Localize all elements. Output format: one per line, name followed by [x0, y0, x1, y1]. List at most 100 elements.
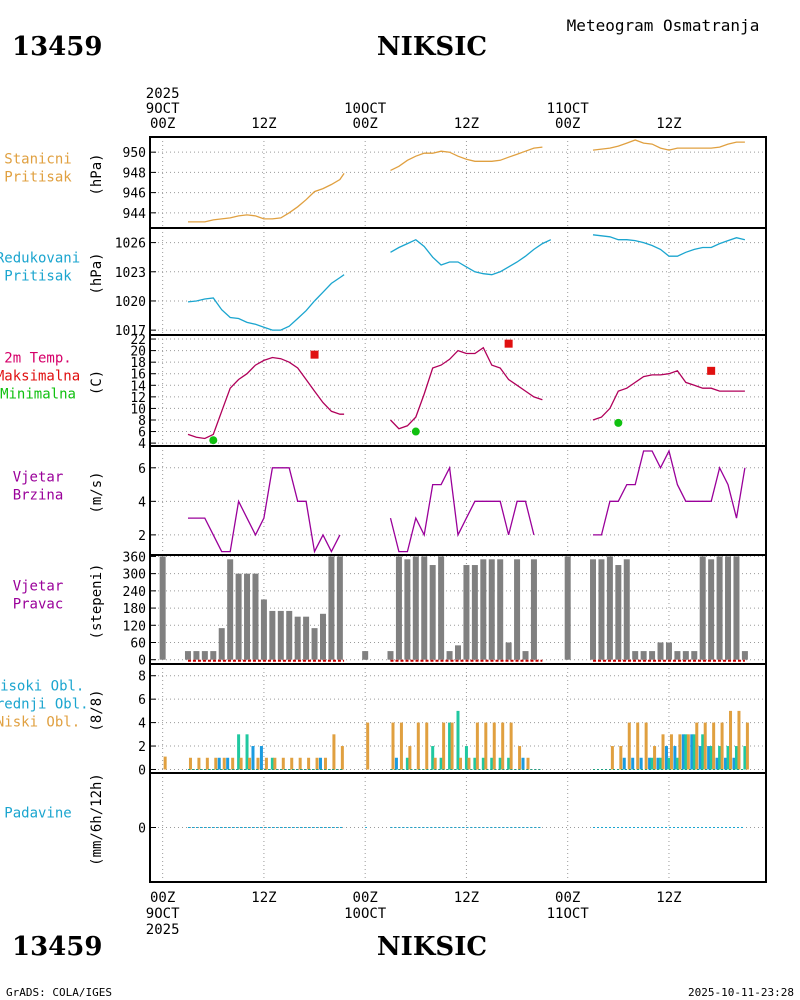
y-tick-label: 1026: [115, 237, 146, 252]
cloud-bar-0: [259, 746, 263, 770]
wind-direction-bar: [311, 628, 318, 660]
wind-direction-bar: [387, 651, 394, 660]
cloud-bar-2: [459, 757, 462, 770]
panel-label-cloud-cover: Visoki Obl.: [0, 679, 84, 695]
wind-direction-bar: [657, 642, 664, 660]
cloud-bar-2: [315, 757, 319, 770]
x-tick-label-bottom: 11OCT: [547, 906, 590, 922]
cloud-bar-0: [251, 746, 255, 770]
cloud-bar-1: [659, 757, 663, 770]
y-tick-label: 950: [123, 146, 146, 161]
cloud-bar-2: [627, 722, 631, 770]
cloud-bar-2: [425, 722, 429, 770]
wind-direction-bar: [530, 559, 537, 660]
series-line-wind-speed: [188, 467, 341, 554]
cloud-bar-2: [340, 746, 344, 770]
wind-direction-bar: [429, 565, 436, 660]
cloud-bar-1: [507, 757, 511, 770]
wind-direction-bar: [244, 573, 251, 660]
cloud-bar-1: [701, 734, 705, 770]
wind-direction-bar: [725, 556, 732, 660]
panel-label-wind-direction: Vjetar: [13, 579, 64, 595]
unit-label-wind-direction: (stepeni): [89, 564, 105, 640]
panel-frame-temperature: [149, 334, 767, 447]
x-tick-label-top: 12Z: [251, 116, 276, 132]
cloud-bar-1: [431, 746, 435, 770]
cloud-bar-2: [669, 734, 673, 770]
cloud-bar-2: [416, 722, 420, 770]
cloud-bar-0: [631, 757, 635, 770]
wind-direction-bar: [319, 613, 326, 660]
cloud-bar-2: [729, 710, 733, 770]
cloud-bar-0: [732, 757, 736, 770]
panel-label-precipitation: Padavine: [4, 806, 71, 822]
cloud-bar-2: [712, 722, 716, 770]
cloud-bar-2: [737, 710, 741, 770]
y-tick-label: 6: [138, 462, 146, 477]
y-tick-label: 1023: [115, 266, 146, 281]
wind-direction-bar: [674, 651, 681, 660]
wind-direction-bar: [649, 651, 656, 660]
x-tick-label-bottom: 12Z: [656, 890, 681, 906]
panel-label-wind-speed: Vjetar: [13, 470, 64, 486]
wind-direction-bar: [480, 559, 487, 660]
min-temp-marker: [411, 427, 420, 436]
cloud-bar-2: [619, 746, 623, 770]
cloud-bar-1: [405, 757, 409, 770]
panel-label-cloud-cover: Srednji Obl.: [0, 697, 89, 713]
station-id-bottom: 13459: [12, 932, 102, 962]
y-tick-label: 6: [138, 426, 146, 441]
cloud-bar-2: [475, 722, 479, 770]
render-timestamp: 2025-10-11-23:28: [688, 986, 794, 999]
cloud-bar-2: [467, 757, 471, 770]
series-line-temperature: [592, 370, 745, 421]
cloud-bar-0: [681, 734, 685, 770]
unit-label-station-pressure: (hPa): [89, 153, 105, 195]
panel-label-station-pressure: Pritisak: [4, 170, 72, 186]
cloud-bar-2: [433, 757, 437, 770]
x-tick-label-bottom: 00Z: [150, 890, 175, 906]
cloud-bar-1: [270, 757, 274, 770]
wind-direction-bar: [218, 628, 225, 660]
wind-direction-bar: [522, 651, 529, 660]
unit-label-precipitation: (mm/6h/12h): [89, 773, 105, 866]
cloud-bar-1: [726, 746, 730, 770]
x-tick-label-top: 2025: [146, 86, 180, 102]
min-temp-marker: [209, 436, 218, 445]
panel-label-wind-direction: Pravac: [13, 597, 64, 613]
cloud-bar-1: [245, 734, 249, 770]
cloud-bar-0: [226, 757, 230, 770]
wind-direction-bar: [497, 559, 504, 660]
panel-frame-station-pressure: [149, 136, 767, 229]
wind-direction-bar: [606, 556, 613, 660]
cloud-bar-0: [664, 746, 668, 770]
panel-label-temperature: 2m Temp.: [4, 351, 71, 367]
chart-subtitle: Meteogram Osmatranja: [567, 16, 760, 35]
y-tick-label: 240: [123, 585, 146, 600]
series-line-reduced-pressure: [592, 234, 746, 257]
wind-direction-bar: [252, 573, 259, 660]
wind-direction-bar: [201, 651, 208, 660]
cloud-bar-1: [481, 757, 485, 770]
cloud-bar-0: [656, 757, 660, 770]
cloud-bar-0: [639, 757, 643, 770]
wind-direction-bar: [640, 651, 647, 660]
cloud-bar-0: [521, 757, 525, 770]
x-tick-label-bottom: 12Z: [454, 890, 479, 906]
wind-direction-bar: [210, 651, 217, 660]
y-tick-label: 14: [130, 379, 146, 394]
min-temp-marker: [614, 418, 623, 427]
cloud-bar-2: [484, 722, 488, 770]
y-tick-label: 948: [123, 166, 146, 181]
x-tick-label-bottom: 00Z: [555, 890, 580, 906]
wind-direction-bar: [404, 559, 411, 660]
wind-direction-bar: [514, 559, 521, 660]
unit-label-reduced-pressure: (hPa): [89, 252, 105, 294]
wind-direction-bar: [564, 556, 571, 660]
wind-direction-bar: [708, 559, 715, 660]
wind-direction-bar: [260, 599, 267, 660]
y-tick-label: 10: [130, 402, 146, 417]
panel-label-reduced-pressure: Redukovani: [0, 251, 80, 267]
wind-direction-bar: [193, 651, 200, 660]
x-tick-label-bottom: 2025: [146, 922, 180, 938]
